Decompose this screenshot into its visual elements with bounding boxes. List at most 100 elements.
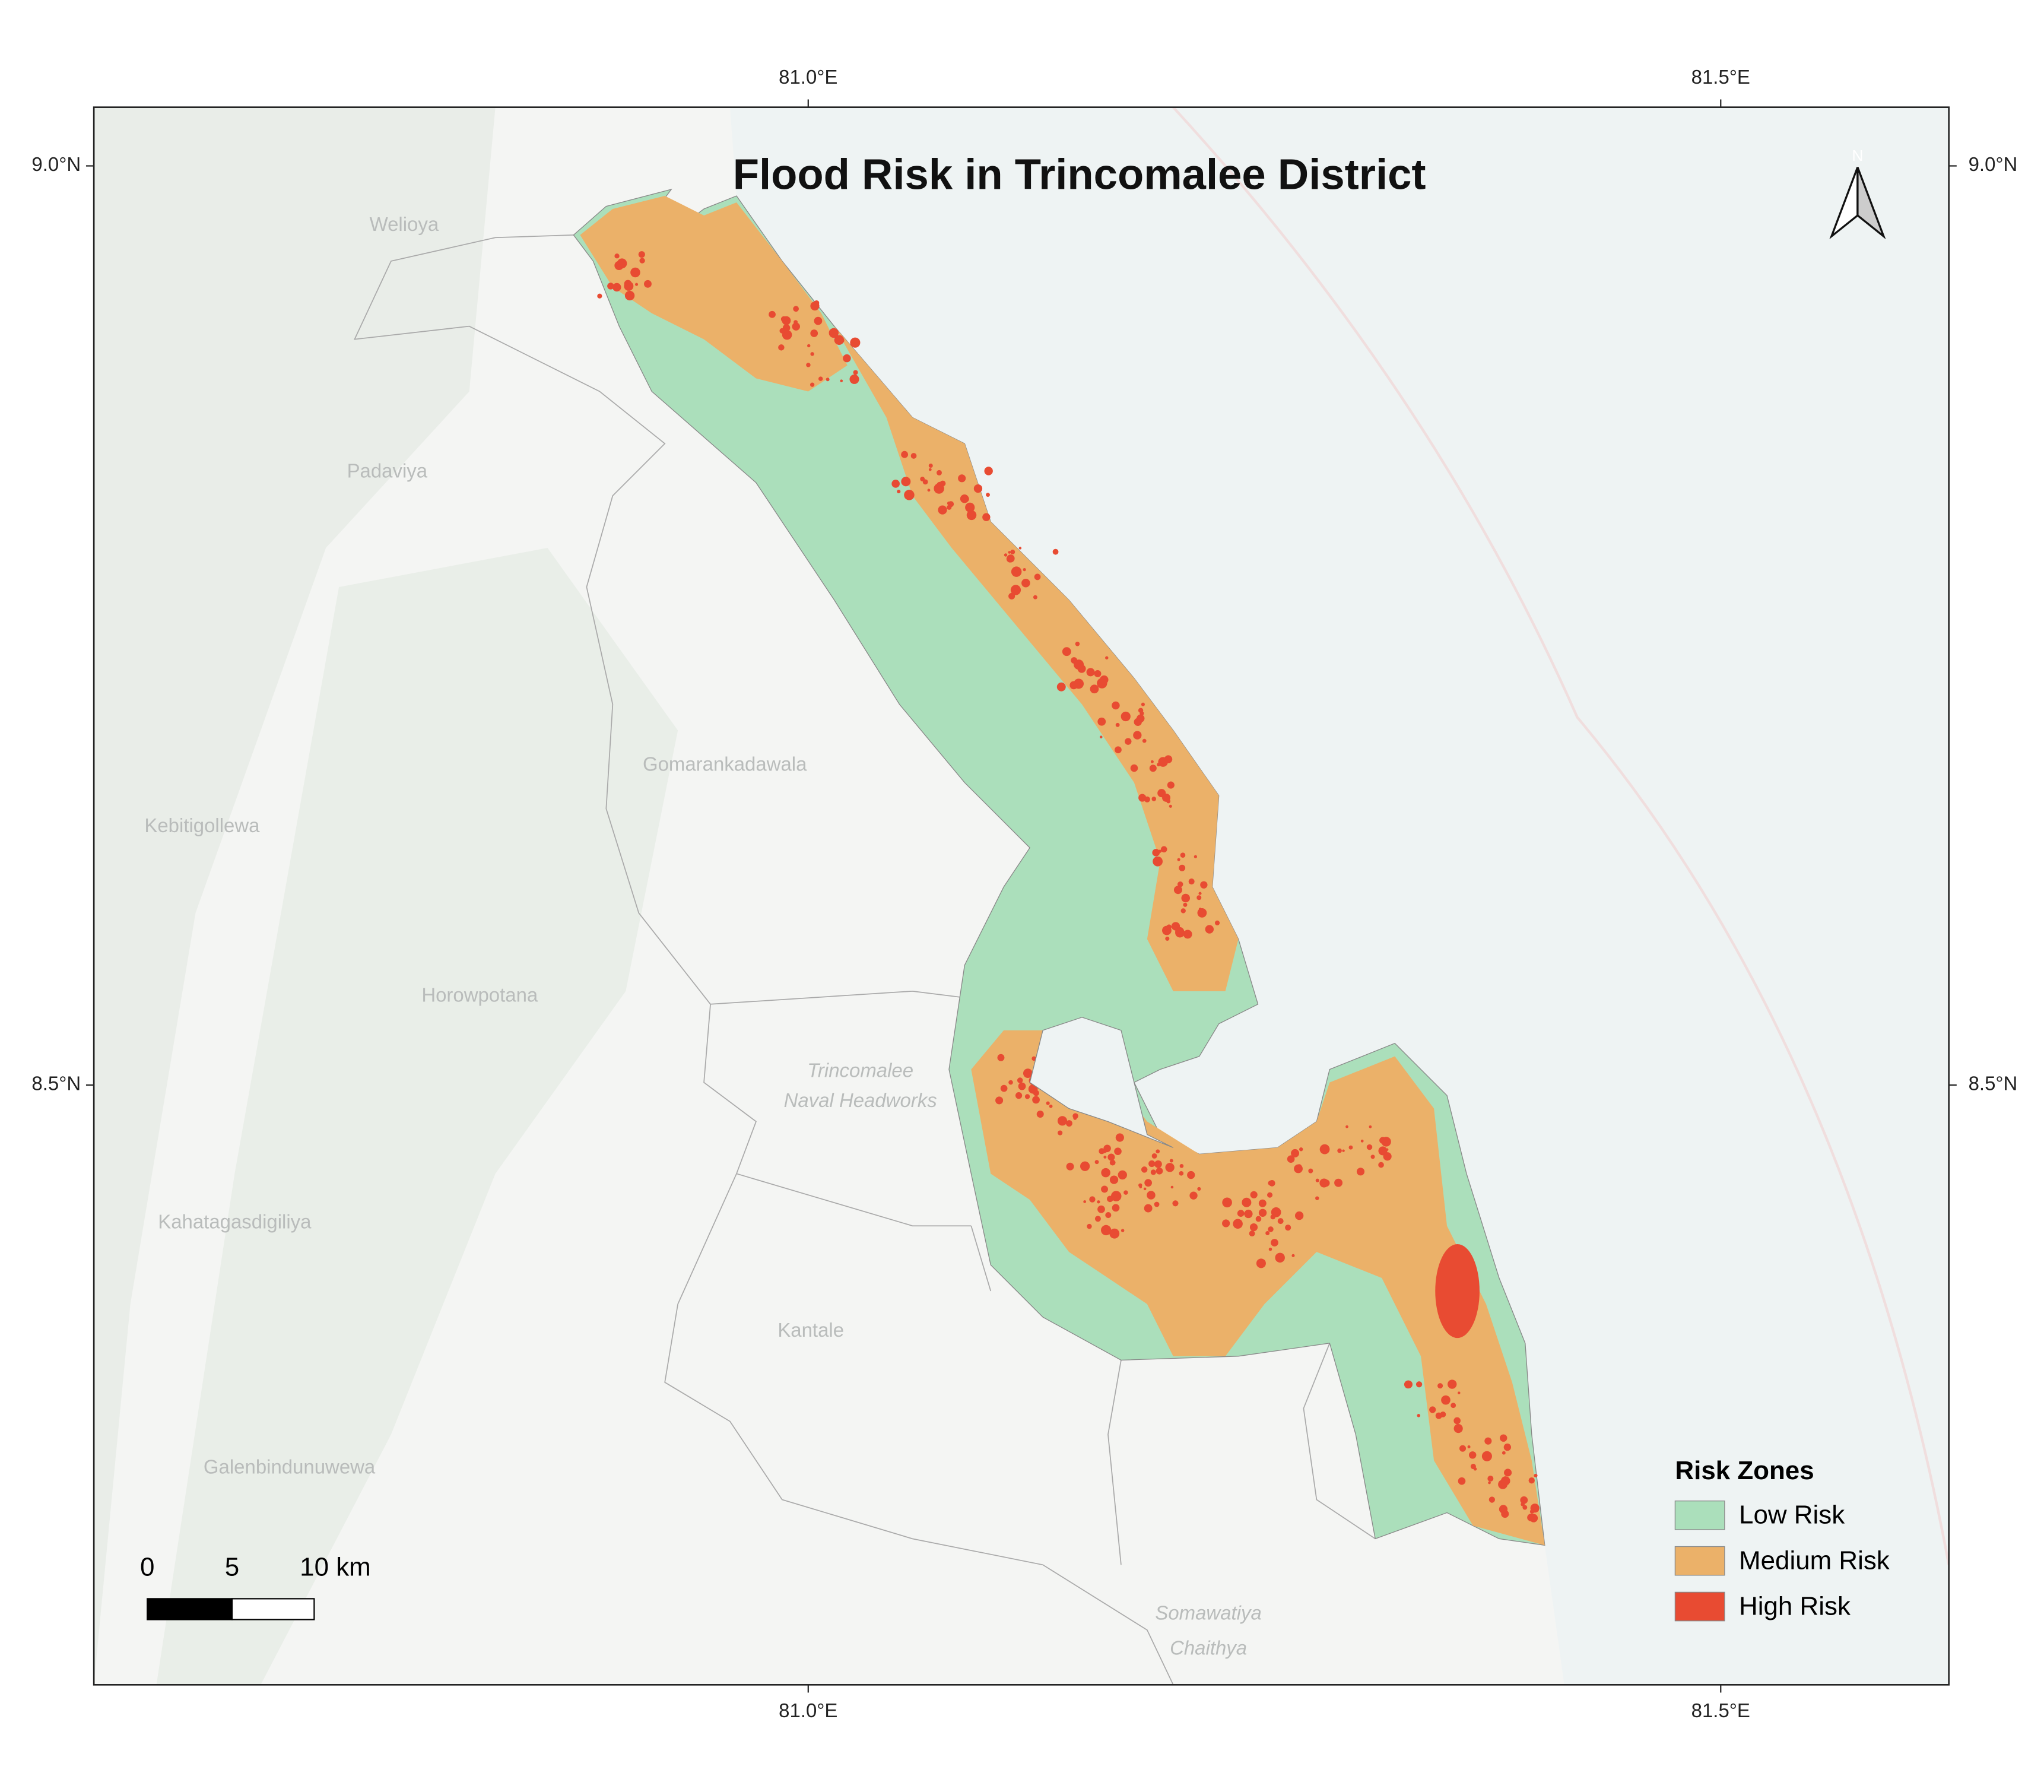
high-risk-speckle [1156, 1149, 1160, 1154]
high-risk-speckle [1109, 1175, 1119, 1184]
high-risk-speckle [1075, 642, 1080, 646]
high-risk-speckle [829, 328, 839, 338]
lon-label: 81.5°E [1691, 1699, 1750, 1721]
forest [156, 548, 678, 1685]
high-risk-speckle [850, 337, 861, 348]
high-risk-speckle [1087, 1223, 1092, 1229]
scale-bar: 0 5 10 km [140, 1552, 371, 1620]
high-risk-speckle [1010, 585, 1021, 595]
high-risk-speckle [1337, 1181, 1342, 1186]
high-risk-speckle [928, 463, 933, 468]
high-risk-speckle [1488, 1496, 1496, 1503]
high-risk-speckle [1214, 920, 1220, 925]
high-risk-speckle [1271, 1239, 1278, 1247]
high-risk-speckle [1470, 1464, 1476, 1470]
high-risk-speckle [1097, 1200, 1100, 1204]
high-risk-speckle [1103, 1155, 1107, 1159]
high-risk-speckle [834, 335, 845, 345]
high-risk-speckle [1158, 849, 1162, 853]
high-risk-speckle [1153, 856, 1163, 867]
high-risk-speckle [1066, 1162, 1074, 1171]
high-risk-speckle [1277, 1218, 1284, 1225]
high-risk-speckle [1166, 924, 1172, 930]
high-risk-speckle [1010, 549, 1015, 554]
high-risk-speckle [1107, 1153, 1115, 1161]
map-title: Flood Risk in Trincomalee District [733, 150, 1426, 198]
high-risk-speckle [986, 493, 990, 497]
admin-boundaries [353, 234, 1376, 1685]
high-risk-speckle [962, 496, 969, 503]
high-risk-speckle [1528, 1477, 1535, 1484]
high-risk-speckle [1101, 1185, 1108, 1193]
high-risk-speckle [1105, 656, 1109, 659]
high-risk-speckle [1197, 1187, 1201, 1191]
high-risk-speckle [1148, 1160, 1156, 1168]
scale-label: 5 [225, 1552, 239, 1581]
high-risk-speckle [818, 376, 823, 381]
high-risk-speckle [1502, 1451, 1506, 1455]
high-risk-speckle [1049, 1104, 1053, 1108]
high-risk-speckle [1150, 760, 1154, 763]
high-risk-speckle [1233, 1219, 1243, 1229]
high-risk-speckle [1441, 1395, 1451, 1405]
high-risk-speckle [1258, 1209, 1267, 1217]
high-risk-speckle [1521, 1502, 1525, 1506]
high-risk-speckle [938, 505, 947, 515]
high-risk-speckle [1141, 702, 1145, 706]
high-risk-speckle [1160, 846, 1167, 853]
high-risk-speckle [1197, 908, 1207, 918]
high-risk-speckle [1023, 568, 1026, 572]
high-risk-speckle [1123, 1190, 1128, 1195]
high-risk-speckle [1008, 551, 1011, 554]
high-risk-speckle [1319, 1144, 1330, 1155]
high-risk-speckle [1170, 1185, 1174, 1189]
high-risk-speckle [630, 267, 640, 278]
high-risk-speckle [1265, 1231, 1270, 1236]
legend-label: High Risk [1739, 1591, 1851, 1620]
high-risk-speckle [1056, 682, 1066, 692]
high-risk-speckle [1381, 1137, 1391, 1147]
high-risk-speckle [1453, 1417, 1461, 1425]
high-risk-speckle [901, 477, 911, 487]
high-risk-speckle [1144, 796, 1150, 803]
high-risk-speckle [1503, 1443, 1512, 1451]
north-label: N [1852, 147, 1863, 164]
high-risk-speckle [1366, 1144, 1373, 1150]
high-risk-speckle [1109, 1228, 1120, 1239]
high-risk-speckle [1268, 1247, 1272, 1251]
lat-label: 9.0°N [31, 153, 81, 175]
high-risk-speckle [1169, 804, 1172, 808]
high-risk-speckle [1529, 1514, 1538, 1523]
place-label: Trincomalee [807, 1060, 913, 1081]
high-risk-speckle [1156, 1167, 1163, 1175]
high-risk-speckle [1458, 1477, 1466, 1485]
maritime-boundary [1172, 107, 1949, 1565]
legend-swatch [1674, 1546, 1725, 1576]
high-risk-speckle [769, 310, 776, 318]
high-risk-speckle [910, 453, 917, 459]
high-risk-speckle [1144, 1179, 1152, 1187]
high-risk-speckle [1000, 1084, 1008, 1092]
high-risk-speckle [1036, 1110, 1044, 1118]
high-risk-speckle [638, 251, 645, 258]
high-risk-speckle [1157, 763, 1161, 767]
high-risk-speckle [897, 490, 901, 494]
high-risk-speckle [1360, 1139, 1364, 1143]
high-risk-speckle [995, 1096, 1004, 1105]
high-risk-speckle [639, 258, 645, 264]
high-risk-speckle [1031, 1056, 1036, 1061]
place-labels: Welioya Padaviya Gomarankadawala Kebitig… [144, 213, 1261, 1659]
risk-layer [573, 188, 1545, 1546]
high-risk-speckle [1356, 1168, 1365, 1176]
high-risk-speckle [1115, 1133, 1124, 1142]
high-risk-speckle [810, 352, 814, 356]
lon-label: 81.0°E [779, 1699, 837, 1721]
high-risk-speckle [1008, 1080, 1013, 1085]
high-risk-speckle [1222, 1219, 1230, 1228]
high-risk-speckle [1165, 1163, 1175, 1172]
high-risk-speckle [1101, 1225, 1112, 1236]
high-risk-speckle [617, 258, 627, 269]
high-risk-speckle [1112, 701, 1120, 710]
high-risk-speckle [948, 501, 954, 508]
high-risk-speckle [1179, 1171, 1184, 1176]
